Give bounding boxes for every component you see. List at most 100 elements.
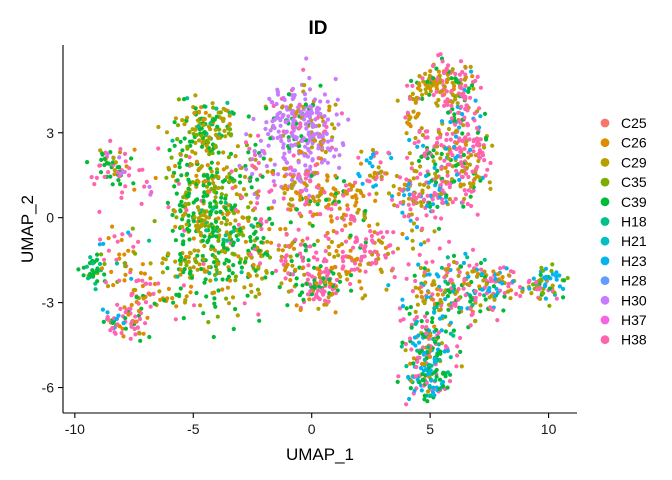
scatter-point xyxy=(439,151,444,157)
scatter-point xyxy=(223,107,228,113)
scatter-point xyxy=(398,318,403,323)
scatter-point xyxy=(371,240,376,245)
scatter-point xyxy=(218,110,223,115)
scatter-point xyxy=(278,227,283,232)
scatter-point xyxy=(95,279,100,284)
scatter-point xyxy=(287,149,292,154)
scatter-point xyxy=(421,143,426,148)
scatter-point xyxy=(400,340,405,345)
scatter-point xyxy=(348,248,353,253)
scatter-point xyxy=(204,294,209,299)
scatter-point xyxy=(222,261,227,266)
scatter-point xyxy=(361,193,366,199)
scatter-point xyxy=(197,138,202,143)
scatter-point xyxy=(482,158,487,163)
scatter-point xyxy=(194,260,199,265)
scatter-point xyxy=(341,259,346,264)
scatter-point xyxy=(411,176,416,181)
scatter-point xyxy=(461,286,466,291)
scatter-point xyxy=(231,111,236,116)
scatter-point xyxy=(230,205,235,210)
scatter-point xyxy=(424,331,429,336)
scatter-point xyxy=(315,238,320,243)
scatter-point xyxy=(204,138,209,143)
scatter-point xyxy=(212,254,217,260)
scatter-point xyxy=(215,161,221,166)
scatter-point xyxy=(506,284,511,289)
scatter-point xyxy=(298,194,303,199)
scatter-point xyxy=(290,110,295,115)
scatter-point xyxy=(281,186,286,191)
scatter-point xyxy=(284,253,289,258)
scatter-point xyxy=(420,295,425,300)
scatter-point xyxy=(138,338,143,343)
scatter-point xyxy=(300,266,305,271)
scatter-point xyxy=(441,70,447,76)
scatter-point xyxy=(385,229,390,235)
scatter-point xyxy=(216,261,221,266)
scatter-point xyxy=(320,287,325,292)
scatter-point xyxy=(216,185,221,191)
y-axis-label: UMAP_2 xyxy=(18,195,37,263)
scatter-point xyxy=(170,228,175,233)
scatter-point xyxy=(308,179,313,184)
scatter-point xyxy=(374,175,379,180)
scatter-point xyxy=(285,303,290,308)
scatter-point xyxy=(355,266,360,271)
scatter-point xyxy=(311,132,317,137)
scatter-point xyxy=(395,98,400,103)
scatter-point xyxy=(337,153,342,158)
scatter-point xyxy=(440,188,445,193)
scatter-point xyxy=(333,194,338,199)
scatter-point xyxy=(165,266,170,271)
scatter-point xyxy=(498,266,503,271)
scatter-point xyxy=(201,311,206,316)
scatter-point xyxy=(255,177,260,182)
scatter-point xyxy=(337,279,343,284)
scatter-point xyxy=(500,281,505,286)
scatter-point xyxy=(123,310,128,315)
scatter-point xyxy=(128,336,133,341)
scatter-point xyxy=(479,267,484,272)
scatter-point xyxy=(284,129,289,134)
scatter-point xyxy=(275,89,280,95)
scatter-point xyxy=(484,282,489,287)
scatter-point xyxy=(172,209,177,214)
scatter-point xyxy=(175,178,180,183)
scatter-point xyxy=(374,150,379,155)
scatter-point xyxy=(543,296,549,301)
scatter-point xyxy=(325,99,330,104)
scatter-point xyxy=(309,145,314,150)
scatter-point xyxy=(309,173,314,178)
scatter-point xyxy=(235,144,240,149)
scatter-point xyxy=(210,229,215,235)
scatter-point xyxy=(186,213,191,218)
scatter-point xyxy=(315,257,320,262)
scatter-point xyxy=(132,147,137,152)
scatter-point xyxy=(463,77,468,82)
scatter-point xyxy=(449,278,454,283)
scatter-point xyxy=(436,335,441,340)
scatter-point xyxy=(265,239,270,244)
scatter-point xyxy=(383,253,388,258)
scatter-point xyxy=(179,199,184,204)
scatter-point xyxy=(460,174,465,180)
scatter-point xyxy=(286,138,292,143)
scatter-point xyxy=(294,207,299,212)
scatter-point xyxy=(444,146,449,151)
scatter-point xyxy=(212,199,217,204)
scatter-point xyxy=(456,80,461,85)
scatter-point xyxy=(412,273,417,278)
scatter-point xyxy=(133,332,138,337)
scatter-point xyxy=(446,110,451,115)
scatter-point xyxy=(423,71,428,76)
scatter-point xyxy=(505,289,511,294)
scatter-point xyxy=(425,84,430,90)
scatter-point xyxy=(297,125,302,130)
scatter-point xyxy=(440,179,445,184)
scatter-point xyxy=(459,104,464,109)
scatter-point xyxy=(306,171,311,176)
scatter-point xyxy=(132,326,137,332)
scatter-point xyxy=(88,271,93,276)
